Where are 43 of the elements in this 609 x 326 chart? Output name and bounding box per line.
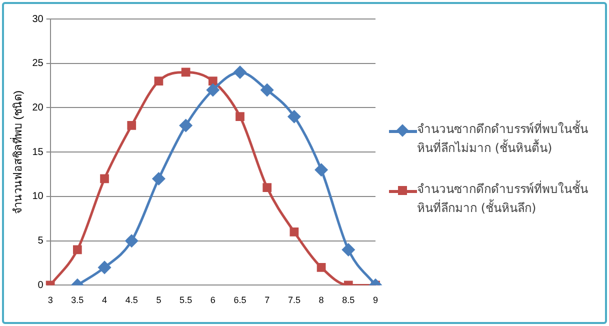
- x-tick-label: 6.5: [234, 295, 246, 306]
- x-tick-label: 8: [318, 295, 324, 306]
- point: [154, 76, 164, 86]
- point: [180, 119, 192, 132]
- point: [181, 68, 190, 77]
- point: [152, 172, 165, 185]
- point: [342, 243, 355, 256]
- y-tick-label: 20: [32, 102, 44, 114]
- point: [208, 76, 218, 86]
- y-axis-title: จำนวนฟอสซิลที่พบ (ชนิด): [10, 90, 25, 214]
- point: [236, 112, 244, 122]
- x-tick-label: 5: [156, 295, 162, 306]
- point: [98, 261, 111, 274]
- y-tick-label: 10: [32, 191, 44, 202]
- point: [260, 84, 274, 96]
- y-tick-label: 0: [38, 280, 44, 291]
- point: [234, 66, 246, 78]
- x-tick-label: 5.5: [180, 295, 192, 306]
- y-tick-label: 15: [32, 146, 44, 158]
- point: [288, 110, 300, 123]
- legend-label: จำนวนซากดึกดำบรรพ์ที่พบในชั้นหินที่ลึกมาก (ชั้นหินลึก): [417, 180, 589, 218]
- x-tick-label: 4.5: [125, 295, 138, 306]
- point: [127, 121, 136, 130]
- x-tick-label: 7.5: [288, 295, 300, 306]
- point: [316, 263, 326, 272]
- point: [315, 164, 328, 176]
- y-tick-label: 30: [32, 14, 44, 25]
- x-tick-label: 3.5: [71, 295, 84, 306]
- y-tick-label: 5: [38, 236, 44, 247]
- y-tick-label: 25: [32, 58, 44, 70]
- point: [262, 183, 272, 192]
- point: [72, 245, 82, 254]
- legend-label: จำนวนซากดึกดำบรรพ์ที่พบในชั้นหินที่ลึกไม่มาก (ชั้นหินตื้น): [417, 120, 589, 157]
- point: [290, 228, 299, 236]
- point: [100, 174, 109, 184]
- x-tick-label: 3: [48, 295, 53, 306]
- x-tick-label: 6: [210, 295, 216, 306]
- x-tick-label: 7: [264, 295, 270, 306]
- point: [125, 234, 138, 248]
- x-tick-label: 4: [102, 295, 108, 306]
- x-tick-label: 9: [372, 295, 378, 306]
- x-tick-label: 8.5: [342, 295, 355, 306]
- point: [206, 84, 220, 96]
